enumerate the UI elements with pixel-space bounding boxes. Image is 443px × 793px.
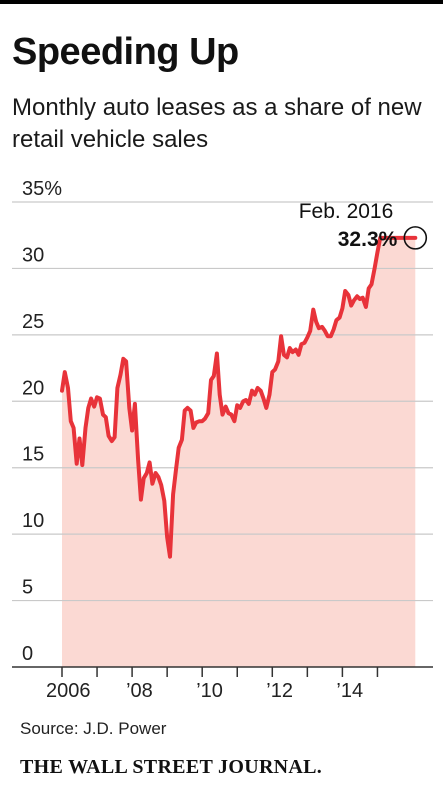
y-tick-label: 15	[22, 444, 44, 466]
y-tick-label: 10	[22, 510, 44, 532]
y-tick-label: 25	[22, 311, 44, 333]
y-tick-label: 35%	[22, 178, 62, 200]
chart-title: Speeding Up	[12, 31, 239, 73]
chart-plot: 0 5 10 15 20 25 30 35% 2006 ’08 ’10 ’12 ’14 Feb. 2016…	[12, 178, 433, 702]
x-tick-label: ’14	[336, 680, 363, 702]
x-tick-label: 2006	[46, 680, 91, 702]
y-tick-label: 20	[22, 377, 44, 399]
x-tick-label: ’10	[196, 680, 223, 702]
y-tick-label: 0	[22, 643, 33, 665]
annotation-date: Feb. 2016	[299, 200, 394, 223]
annotation-circle	[403, 226, 428, 250]
area-fill	[62, 237, 416, 667]
series-line	[60, 235, 418, 559]
y-tick-label: 30	[22, 244, 44, 266]
annotation-value: 32.3%	[338, 228, 398, 251]
x-tick-label: ’08	[126, 680, 153, 702]
x-tick-label: ’12	[266, 680, 293, 702]
publisher-logo: THE WALL STREET JOURNAL.	[20, 756, 323, 778]
y-tick-label: 5	[22, 577, 33, 599]
source-note: Source: J.D. Power	[20, 719, 167, 738]
chart-subtitle: Monthly auto leases as a share of new re…	[12, 94, 422, 153]
